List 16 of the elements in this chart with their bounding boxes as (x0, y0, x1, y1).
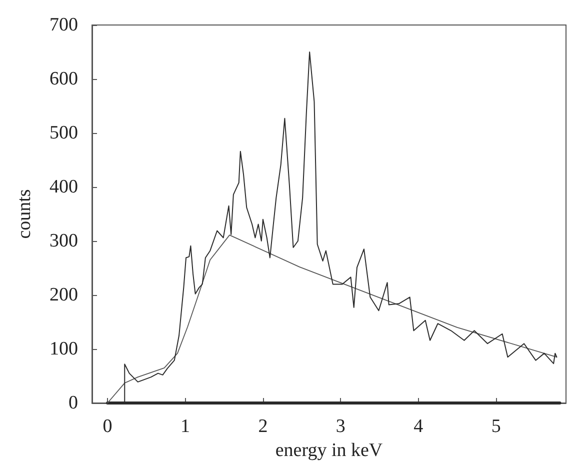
x-tick-label: 0 (102, 416, 112, 437)
y-tick-label: 100 (50, 338, 78, 360)
x-tick-label: 5 (491, 416, 501, 437)
y-tick-label: 300 (50, 230, 78, 252)
x-tick-label: 1 (180, 416, 190, 437)
y-tick-label: 600 (50, 68, 78, 90)
y-tick-label: 500 (50, 122, 78, 144)
x-tick-label: 3 (336, 416, 346, 437)
x-tick-label: 4 (414, 416, 424, 437)
y-axis-title: counts (14, 189, 35, 239)
y-tick-label: 400 (50, 176, 78, 198)
x-tick-label: 2 (258, 416, 268, 437)
y-tick-label: 200 (50, 284, 78, 306)
y-tick-label: 700 (50, 14, 78, 36)
x-axis-title: energy in keV (275, 440, 383, 461)
y-tick-label: 0 (68, 392, 78, 414)
